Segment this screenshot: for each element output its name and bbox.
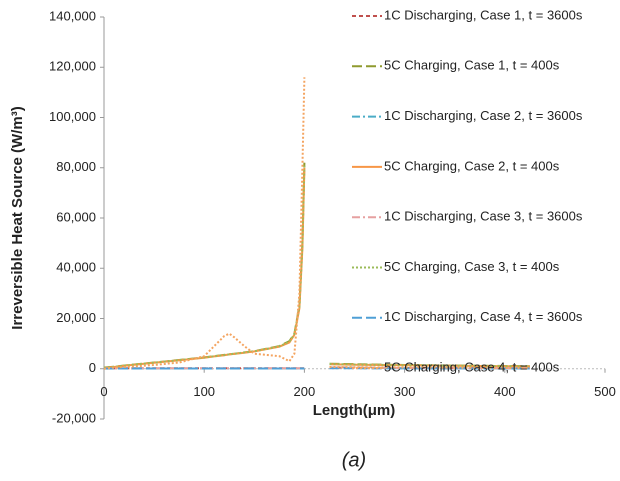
x-tick-label: 500 <box>594 384 616 399</box>
x-tick-label: 300 <box>394 384 416 399</box>
legend-label: 5C Charging, Case 4, t = 400s <box>384 360 560 375</box>
y-tick-label: 60,000 <box>56 209 96 224</box>
y-tick-label: 140,000 <box>49 8 96 23</box>
y-tick-label: 80,000 <box>56 159 96 174</box>
y-tick-label: 20,000 <box>56 310 96 325</box>
x-tick-label: 200 <box>294 384 316 399</box>
caption: (a) <box>342 449 366 471</box>
data-line <box>103 165 530 369</box>
data-line <box>103 77 530 370</box>
legend-label: 5C Charging, Case 3, t = 400s <box>384 259 560 274</box>
x-tick-label: 0 <box>100 384 107 399</box>
legend-label: 5C Charging, Case 2, t = 400s <box>384 158 560 173</box>
y-tick-label: 40,000 <box>56 260 96 275</box>
y-tick-label: -20,000 <box>52 410 96 425</box>
legend-label: 1C Discharging, Case 1, t = 3600s <box>384 7 583 22</box>
legend-label: 1C Discharging, Case 4, t = 3600s <box>384 309 583 324</box>
y-axis-title: Irreversible Heat Source (W/m³) <box>9 106 26 329</box>
y-tick-label: 100,000 <box>49 109 96 124</box>
legend-label: 1C Discharging, Case 3, t = 3600s <box>384 209 583 224</box>
y-tick-label: 0 <box>89 360 96 375</box>
x-tick-label: 100 <box>193 384 215 399</box>
x-axis-title: Length(μm) <box>313 402 396 419</box>
x-tick-label: 400 <box>494 384 516 399</box>
legend-label: 1C Discharging, Case 2, t = 3600s <box>384 108 583 123</box>
legend-label: 5C Charging, Case 1, t = 400s <box>384 58 560 73</box>
y-tick-label: 120,000 <box>49 59 96 74</box>
